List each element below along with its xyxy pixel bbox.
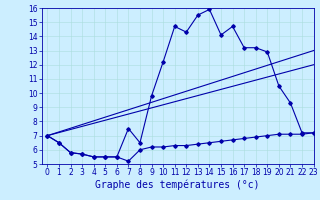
X-axis label: Graphe des températures (°c): Graphe des températures (°c) bbox=[95, 180, 260, 190]
